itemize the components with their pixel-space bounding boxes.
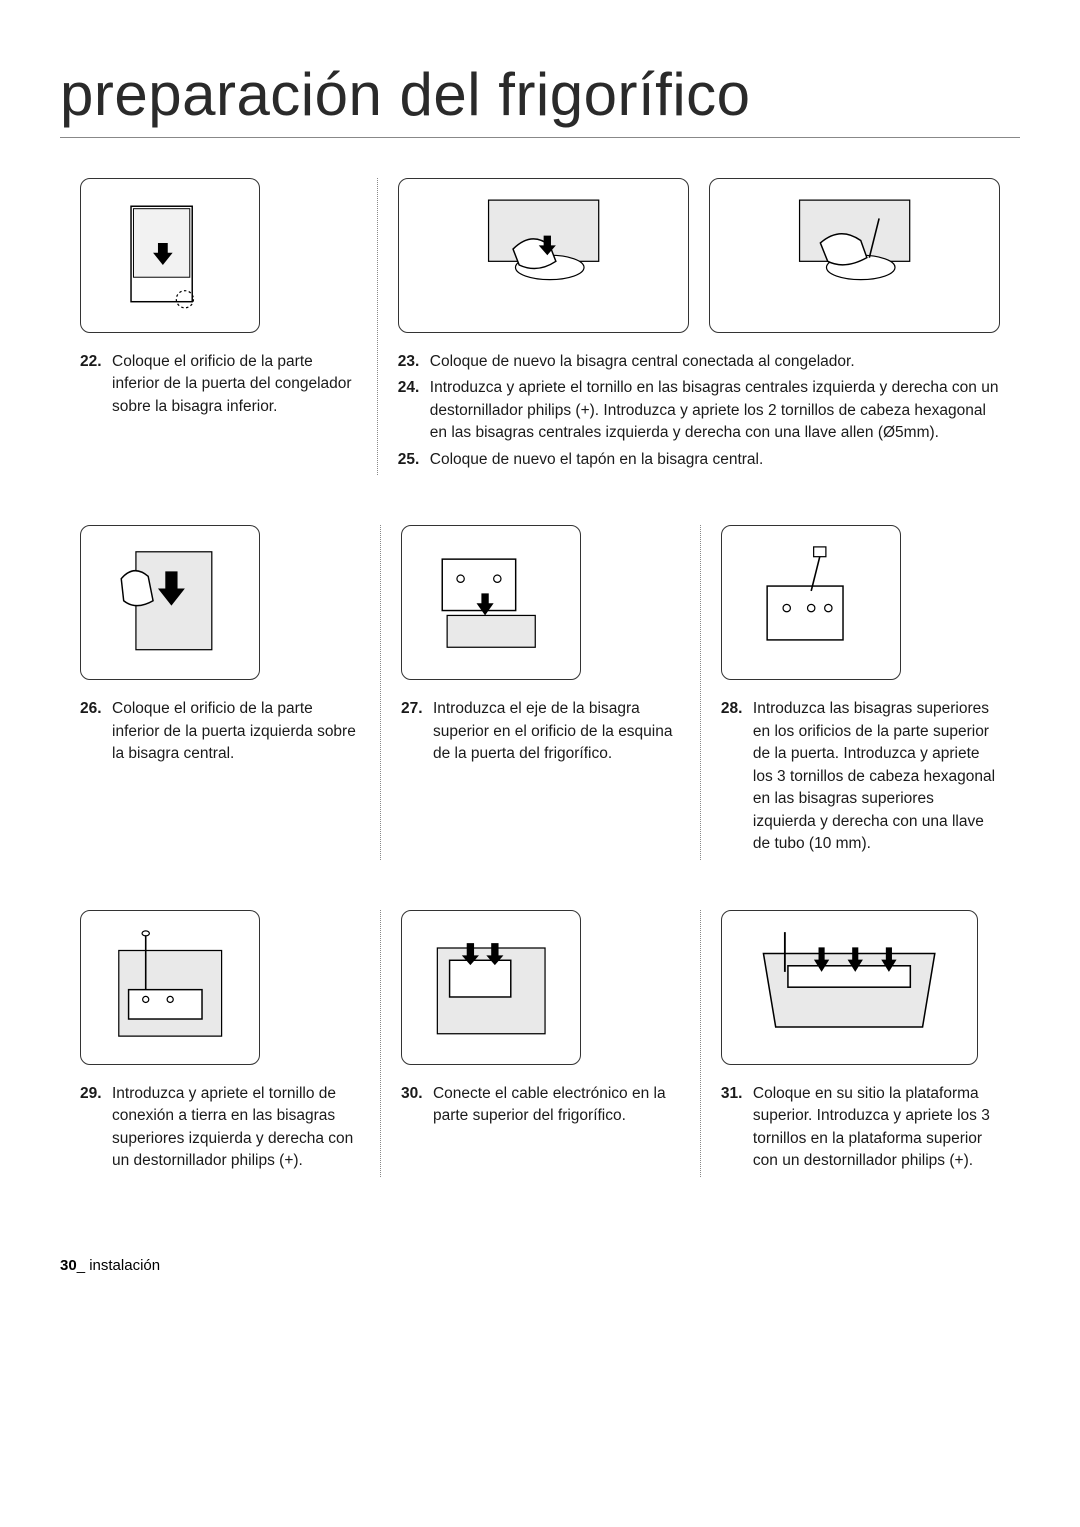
step-text: Conecte el cable electrónico en la parte…	[433, 1083, 680, 1128]
step-number: 23.	[398, 351, 430, 373]
footer-separator: _	[77, 1257, 90, 1274]
step-item: 27.Introduzca el eje de la bisagra super…	[401, 698, 680, 765]
steps-31: 31.Coloque en su sitio la plataforma sup…	[721, 1083, 1000, 1173]
page-title: preparación del frigorífico	[60, 60, 1020, 138]
page-number: 30	[60, 1257, 77, 1274]
step-text: Introduzca y apriete el tornillo de cone…	[112, 1083, 360, 1173]
step-text: Coloque de nuevo el tapón en la bisagra …	[430, 449, 1000, 471]
step-number: 28.	[721, 698, 753, 855]
step-item: 30.Conecte el cable electrónico en la pa…	[401, 1083, 680, 1128]
step-number: 27.	[401, 698, 433, 765]
diagram-28	[721, 525, 901, 680]
step-text: Coloque el orificio de la parte inferior…	[112, 351, 357, 418]
diagram-22	[80, 178, 260, 333]
step-number: 24.	[398, 377, 430, 444]
step-item: 26.Coloque el orificio de la parte infer…	[80, 698, 360, 765]
diagram-29	[80, 910, 260, 1065]
row-3: 29.Introduzca y apriete el tornillo de c…	[60, 910, 1020, 1177]
steps-26: 26.Coloque el orificio de la parte infer…	[80, 698, 360, 765]
step-text: Coloque en su sitio la plataforma superi…	[753, 1083, 1000, 1173]
steps-29: 29.Introduzca y apriete el tornillo de c…	[80, 1083, 360, 1173]
step-number: 29.	[80, 1083, 112, 1173]
row-2: 26.Coloque el orificio de la parte infer…	[60, 525, 1020, 859]
diagram-27	[401, 525, 581, 680]
step-number: 22.	[80, 351, 112, 418]
diagram-31	[721, 910, 978, 1065]
step-item: 29.Introduzca y apriete el tornillo de c…	[80, 1083, 360, 1173]
step-text: Coloque de nuevo la bisagra central cone…	[430, 351, 1000, 373]
steps-27: 27.Introduzca el eje de la bisagra super…	[401, 698, 680, 765]
step-item: 22.Coloque el orificio de la parte infer…	[80, 351, 357, 418]
cell-31: 31.Coloque en su sitio la plataforma sup…	[700, 910, 1020, 1177]
step-item: 25.Coloque de nuevo el tapón en la bisag…	[398, 449, 1000, 471]
diagram-23-24-pair	[398, 178, 1000, 333]
step-text: Introduzca el eje de la bisagra superior…	[433, 698, 680, 765]
diagram-24	[709, 178, 1000, 333]
steps-28: 28.Introduzca las bisagras superiores en…	[721, 698, 1000, 855]
step-text: Coloque el orificio de la parte inferior…	[112, 698, 360, 765]
cell-22: 22.Coloque el orificio de la parte infer…	[60, 178, 377, 475]
diagram-23	[398, 178, 689, 333]
step-number: 31.	[721, 1083, 753, 1173]
footer-section: instalación	[89, 1257, 160, 1274]
step-text: Introduzca las bisagras superiores en lo…	[753, 698, 1000, 855]
cell-29: 29.Introduzca y apriete el tornillo de c…	[60, 910, 380, 1177]
page-footer: 30_ instalación	[60, 1257, 1020, 1274]
manual-page: preparación del frigorífico 22.Coloque e…	[0, 0, 1080, 1314]
cell-28: 28.Introduzca las bisagras superiores en…	[700, 525, 1020, 859]
diagram-30	[401, 910, 581, 1065]
diagram-26	[80, 525, 260, 680]
step-number: 25.	[398, 449, 430, 471]
cell-30: 30.Conecte el cable electrónico en la pa…	[380, 910, 700, 1177]
step-item: 28.Introduzca las bisagras superiores en…	[721, 698, 1000, 855]
cell-27: 27.Introduzca el eje de la bisagra super…	[380, 525, 700, 859]
steps-22: 22.Coloque el orificio de la parte infer…	[80, 351, 357, 418]
cell-26: 26.Coloque el orificio de la parte infer…	[60, 525, 380, 859]
step-text: Introduzca y apriete el tornillo en las …	[430, 377, 1000, 444]
steps-30: 30.Conecte el cable electrónico en la pa…	[401, 1083, 680, 1128]
cell-23-25: 23.Coloque de nuevo la bisagra central c…	[377, 178, 1020, 475]
step-number: 26.	[80, 698, 112, 765]
steps-23-25: 23.Coloque de nuevo la bisagra central c…	[398, 351, 1000, 471]
step-number: 30.	[401, 1083, 433, 1128]
step-item: 24.Introduzca y apriete el tornillo en l…	[398, 377, 1000, 444]
step-item: 23.Coloque de nuevo la bisagra central c…	[398, 351, 1000, 373]
row-1: 22.Coloque el orificio de la parte infer…	[60, 178, 1020, 475]
step-item: 31.Coloque en su sitio la plataforma sup…	[721, 1083, 1000, 1173]
